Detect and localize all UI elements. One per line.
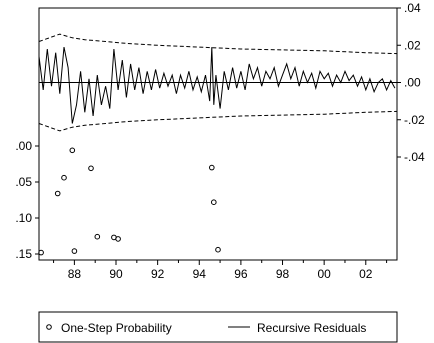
x-tick-label-02: 02 <box>359 267 373 281</box>
probability-point-3 <box>69 147 76 154</box>
plot-frame <box>38 7 398 261</box>
probability-series-group <box>38 147 221 256</box>
right-tick-label-1: .02 <box>404 38 421 52</box>
x-tick-label-00: 00 <box>317 267 331 281</box>
residuals-series-group <box>38 47 396 124</box>
legend-marker-one-step-probability <box>46 324 52 330</box>
right-tick-label-3: -.02 <box>404 113 425 127</box>
legend: One-Step Probability Recursive Residuals <box>38 311 398 343</box>
left-y-axis: .00 .05 .10 .15 <box>15 139 39 261</box>
legend-label-one-step-probability: One-Step Probability <box>61 321 172 335</box>
probability-point-6 <box>94 233 101 240</box>
probability-point-2 <box>61 174 67 181</box>
left-tick-label-2: .10 <box>15 211 32 225</box>
x-axis: 88 90 92 94 96 98 00 02 <box>53 260 388 281</box>
legend-label-recursive-residuals: Recursive Residuals <box>257 321 366 335</box>
right-y-axis: .04 .02 .00 -.02 -.04 <box>397 1 425 164</box>
probability-point-8 <box>115 236 121 242</box>
x-tick-label-96: 96 <box>234 267 248 281</box>
x-tick-label-98: 98 <box>276 267 290 281</box>
probability-point-5 <box>88 165 94 172</box>
probability-point-10 <box>211 199 217 205</box>
probability-point-9 <box>209 164 215 171</box>
x-tick-label-94: 94 <box>193 267 207 281</box>
left-tick-label-3: .15 <box>15 247 32 261</box>
confidence-band-lower <box>38 110 398 132</box>
confidence-band-upper <box>38 33 398 55</box>
left-tick-label-0: .00 <box>15 139 32 153</box>
probability-point-0 <box>38 249 44 256</box>
left-tick-label-1: .05 <box>15 175 32 189</box>
x-tick-label-90: 90 <box>109 267 123 281</box>
probability-point-1 <box>54 190 61 197</box>
right-tick-label-0: .04 <box>404 1 421 15</box>
right-tick-label-2: .00 <box>404 76 421 90</box>
recursive-residuals-line <box>38 47 396 124</box>
confidence-band-group <box>38 33 398 132</box>
legend-box <box>38 311 398 343</box>
x-tick-label-88: 88 <box>68 267 82 281</box>
right-tick-label-4: -.04 <box>404 150 425 164</box>
x-tick-label-92: 92 <box>151 267 165 281</box>
probability-point-4 <box>71 248 78 254</box>
probability-point-11 <box>215 246 221 253</box>
